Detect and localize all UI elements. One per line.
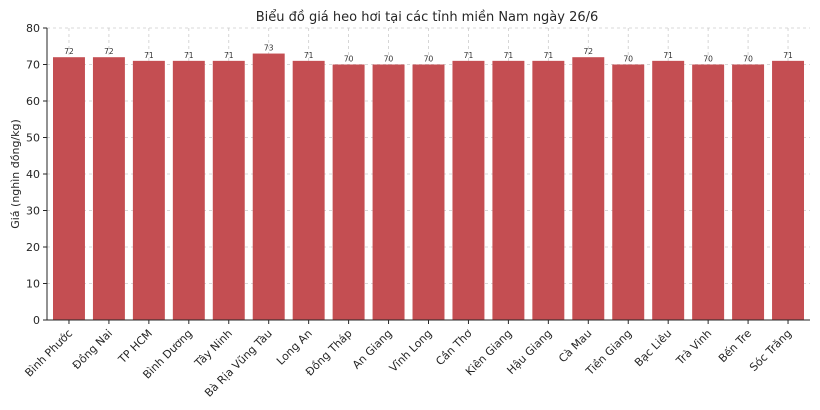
bar (132, 60, 165, 320)
data-label: 72 (104, 47, 114, 56)
data-label: 70 (743, 55, 753, 64)
x-tick-label: Đồng Nai (70, 327, 115, 372)
y-tick-label: 80 (26, 22, 40, 35)
data-label: 72 (584, 47, 594, 56)
bar (772, 60, 805, 320)
data-label: 70 (424, 55, 434, 64)
x-tick-label: Vĩnh Long (387, 327, 435, 375)
x-tick-label: Trà Vinh (673, 327, 714, 368)
data-label: 70 (344, 55, 354, 64)
bar (412, 64, 445, 320)
bar (652, 60, 685, 320)
bar (612, 64, 645, 320)
data-label: 71 (663, 51, 673, 60)
data-label: 70 (623, 55, 633, 64)
bar (492, 60, 525, 320)
data-label: 71 (224, 51, 234, 60)
y-tick-label: 20 (26, 241, 40, 254)
bar (252, 53, 285, 321)
bar (372, 64, 405, 320)
data-label: 72 (64, 47, 74, 56)
bar (92, 57, 125, 320)
bar (732, 64, 765, 320)
data-label: 71 (304, 51, 314, 60)
y-tick-label: 0 (33, 314, 40, 327)
x-tick-label: Bạc Liêu (632, 327, 674, 369)
x-tick-label: Bà Rịa Vũng Tàu (202, 327, 275, 400)
bar (692, 64, 725, 320)
bar (332, 64, 365, 320)
bar (572, 57, 605, 320)
y-tick-label: 70 (26, 59, 40, 72)
x-tick-label: Bình Phước (22, 327, 75, 380)
y-tick-label: 30 (26, 205, 40, 218)
x-tick-label: Cà Mau (556, 327, 594, 365)
data-labels: 72 72 71 71 71 73 71 70 70 70 71 71 71 72 70 71 70 70 71 (64, 44, 793, 64)
y-tick-label: 50 (26, 132, 40, 145)
data-label: 71 (184, 51, 194, 60)
bar (452, 60, 485, 320)
bar (292, 60, 325, 320)
data-label: 70 (384, 55, 394, 64)
x-tick-label: Long An (274, 327, 315, 368)
y-axis-label: Giá (nghìn đồng/kg) (9, 119, 22, 229)
data-label: 71 (504, 51, 514, 60)
y-tick-label: 40 (26, 168, 40, 181)
x-tick-label: TP HCM (115, 327, 155, 367)
data-label: 70 (703, 55, 713, 64)
x-tick-label: Cần Thơ (433, 327, 474, 368)
chart-title: Biểu đồ giá heo hơi tại các tỉnh miền Na… (256, 10, 599, 25)
y-tick-label: 60 (26, 95, 40, 108)
bar (532, 60, 565, 320)
y-tick-label: 10 (26, 278, 40, 291)
x-tick-label: Sóc Trăng (747, 327, 794, 374)
data-label: 71 (144, 51, 154, 60)
y-axis-ticks: 0 10 20 30 40 50 60 70 80 (26, 22, 47, 327)
bar (212, 60, 245, 320)
bar-series (52, 53, 805, 321)
data-label: 71 (544, 51, 554, 60)
data-label: 71 (464, 51, 474, 60)
data-label: 73 (264, 44, 274, 53)
bar (172, 60, 205, 320)
data-label: 71 (783, 51, 793, 60)
bar (52, 57, 85, 320)
x-tick-label: Bến Tre (716, 327, 754, 365)
